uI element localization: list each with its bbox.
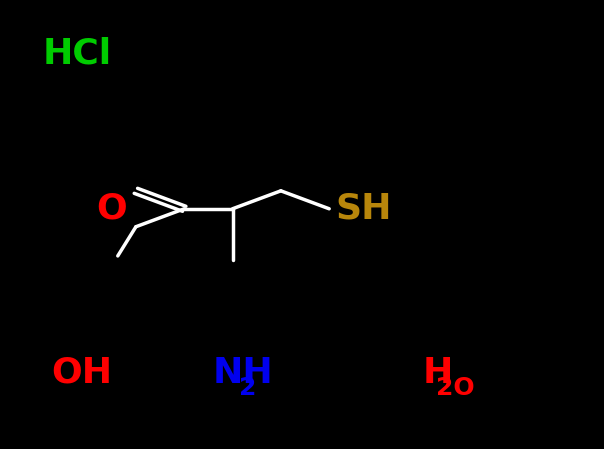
Text: H: H: [423, 356, 453, 390]
Text: 2: 2: [239, 376, 257, 401]
Text: O: O: [97, 192, 127, 226]
Text: SH: SH: [335, 192, 392, 226]
Text: HCl: HCl: [42, 37, 111, 71]
Text: 2O: 2O: [436, 376, 475, 401]
Text: OH: OH: [51, 356, 112, 390]
Text: NH: NH: [213, 356, 274, 390]
